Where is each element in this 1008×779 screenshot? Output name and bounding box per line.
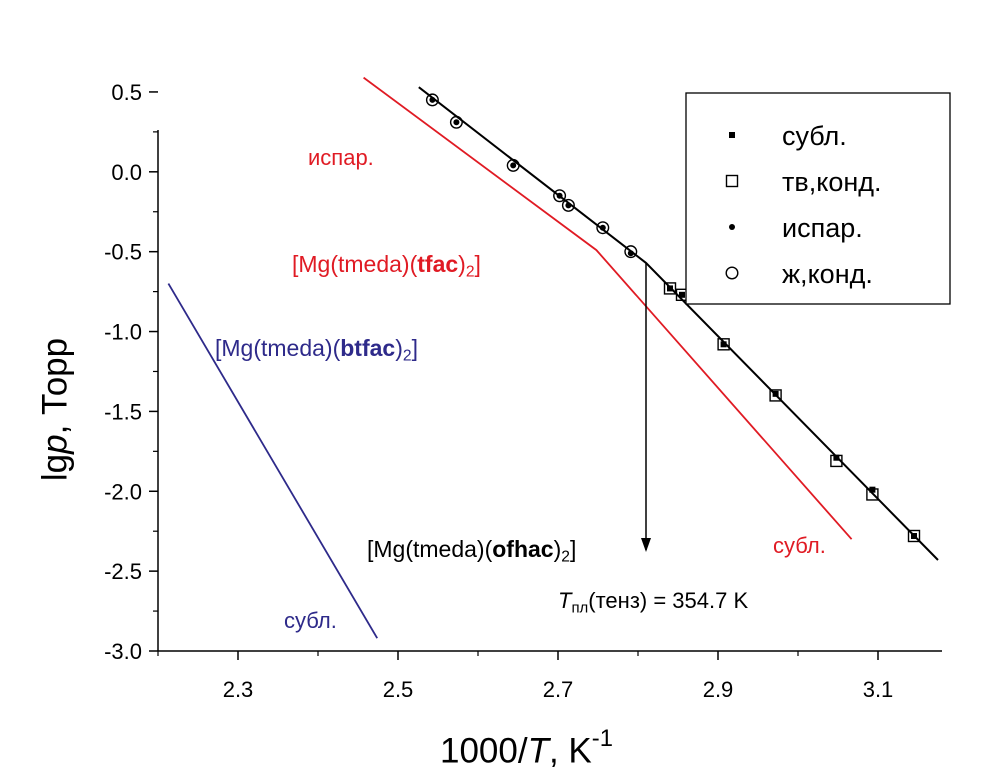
point-filled-square (911, 532, 917, 539)
point-open-circle (553, 189, 567, 203)
arrow-head (641, 537, 651, 552)
point-filled-circle (510, 162, 517, 169)
legend: субл. тв,конд. испар. ж,конд. (685, 92, 951, 305)
point-filled-square (720, 341, 727, 348)
x-tick-label: 2.7 (543, 677, 574, 702)
legend-marker-open-square (725, 174, 739, 188)
btfac-subl-label: субл. (284, 608, 337, 633)
tick-labels: 2.3 2.5 2.7 2.9 3.1 0.5 0.0 -0.5 -1.0 -1.5 -2.0 -2.… (104, 80, 893, 702)
legend-entry-label: субл. (782, 121, 847, 151)
point-filled-circle (429, 96, 436, 103)
legend-entry-label: ж,конд. (782, 259, 873, 289)
point-filled-square (869, 486, 876, 493)
legend-box (685, 92, 951, 305)
x-tick-label: 3.1 (863, 677, 894, 702)
y-tick-label: 0.5 (111, 80, 142, 105)
point-filled-square (667, 285, 673, 292)
point-open-circle (506, 158, 520, 172)
legend-marker-filled-circle (729, 224, 735, 230)
x-axis-title: 1000/T, K-1 (440, 725, 613, 771)
y-tick-label: -1.5 (104, 399, 142, 424)
y-tick-label: -0.5 (104, 240, 142, 265)
tfac-compound-label: [Mg(tmeda)(tfac)2] (292, 251, 481, 281)
x-tick-label: 2.9 (703, 677, 734, 702)
point-filled-square (833, 454, 840, 461)
point-open-circle (596, 221, 610, 235)
point-filled-circle (599, 224, 606, 231)
y-tick-label: -3.0 (104, 639, 142, 664)
point-open-square (866, 488, 879, 501)
point-open-square (907, 529, 921, 543)
melting-arrow (641, 262, 651, 552)
btfac-compound-label: [Mg(tmeda)(btfac)2] (215, 335, 418, 365)
point-open-circle (425, 93, 439, 107)
point-open-circle (624, 245, 638, 259)
point-open-square (663, 282, 677, 295)
y-tick-label: -1.0 (104, 320, 142, 345)
point-filled-circle (453, 119, 460, 126)
tfac-subl-label: субл. (773, 533, 826, 558)
tfac-evap-label: испар. (308, 145, 374, 170)
x-tick-label: 2.5 (383, 677, 414, 702)
melting-temperature-label: Tпл(тенз) = 354.7 K (558, 588, 749, 617)
legend-entry-label: испар. (782, 213, 863, 243)
y-tick-label: -2.0 (104, 479, 142, 504)
point-filled-circle (565, 202, 572, 209)
point-filled-circle (627, 250, 634, 257)
tfac-fit-line (363, 76, 853, 540)
point-open-circle (449, 115, 463, 129)
point-open-square (717, 338, 730, 351)
legend-marker-filled-square (729, 132, 735, 138)
point-open-square (830, 454, 843, 468)
axes (149, 91, 942, 660)
point-filled-square (772, 390, 779, 397)
legend-marker-open-circle (725, 266, 739, 280)
ofhac-compound-label: [Mg(tmeda)(ofhac)2] (367, 536, 577, 566)
point-filled-circle (556, 192, 563, 199)
y-axis-title: lgp, Торр (35, 337, 75, 482)
point-open-square (769, 389, 782, 402)
btfac-fit-line (167, 283, 378, 639)
legend-entry-label: тв,конд. (782, 167, 882, 197)
data-points (425, 93, 921, 543)
point-open-circle (561, 198, 575, 212)
x-tick-label: 2.3 (223, 677, 254, 702)
y-tick-label: 0.0 (111, 160, 142, 185)
y-tick-label: -2.5 (104, 559, 142, 584)
point-filled-square (679, 291, 685, 298)
